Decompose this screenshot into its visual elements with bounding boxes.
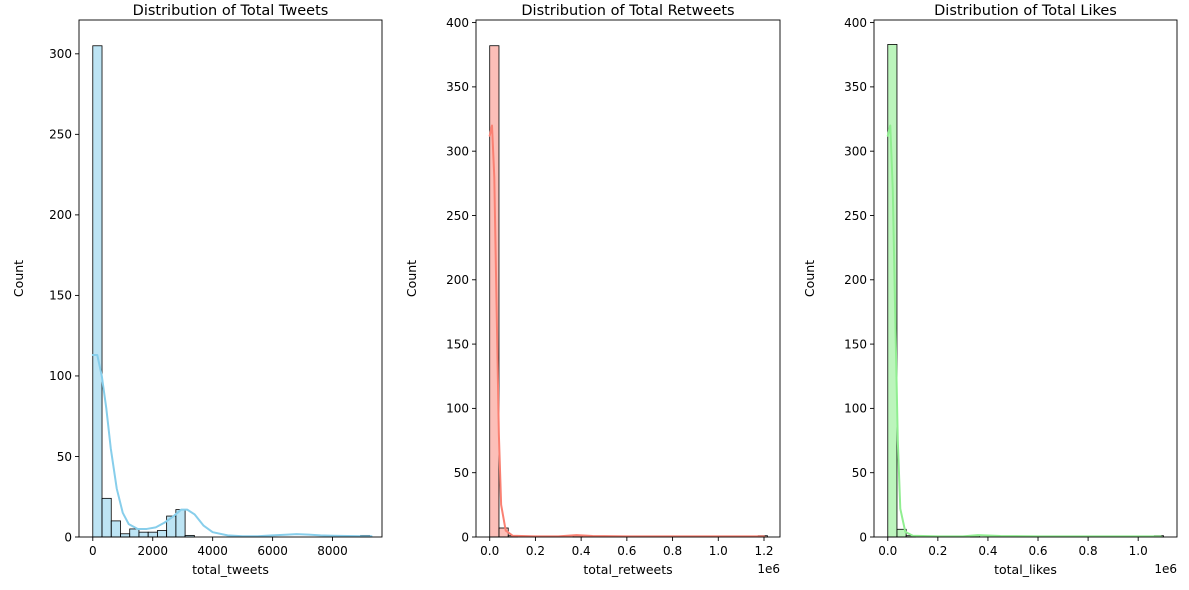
y-tick-label: 50 bbox=[454, 466, 469, 480]
y-tick-label: 250 bbox=[844, 209, 867, 223]
x-tick-label: 6000 bbox=[257, 544, 288, 558]
x-tick-label: 8000 bbox=[317, 544, 348, 558]
y-tick-label: 300 bbox=[844, 144, 867, 158]
y-tick-label: 200 bbox=[446, 273, 469, 287]
y-tick-label: 150 bbox=[49, 289, 72, 303]
x-tick-label: 0.6 bbox=[1028, 544, 1047, 558]
x-tick-label: 0.2 bbox=[526, 544, 545, 558]
y-tick-label: 0 bbox=[859, 530, 867, 544]
x-tick-label: 0.2 bbox=[928, 544, 947, 558]
x-tick-label: 0.6 bbox=[617, 544, 636, 558]
chart-panel-2: 0.0 0.2 0.4 0.6 0.8 1.0 1.2 0 50 100 150 200 250 300 3… bbox=[404, 3, 781, 577]
y-axis-label: Count bbox=[404, 260, 419, 297]
y-tick-label: 100 bbox=[49, 369, 72, 383]
histogram-bar bbox=[120, 533, 131, 538]
histogram-bar bbox=[157, 530, 168, 538]
y-tick-label: 300 bbox=[49, 47, 72, 61]
plot-frame bbox=[78, 19, 383, 538]
histogram-bar bbox=[92, 45, 103, 538]
x-offset-label: 1e6 bbox=[1154, 562, 1177, 576]
y-tick-label: 350 bbox=[446, 80, 469, 94]
y-axis-label: Count bbox=[802, 260, 817, 297]
x-tick-label: 0.0 bbox=[480, 544, 499, 558]
histogram-bar bbox=[147, 531, 158, 538]
y-tick-label: 150 bbox=[844, 337, 867, 351]
histogram-bar bbox=[110, 520, 121, 538]
x-tick-label: 1.2 bbox=[754, 544, 773, 558]
y-tick-label: 0 bbox=[461, 530, 469, 544]
x-axis-label: total_likes bbox=[994, 562, 1057, 577]
y-tick-label: 200 bbox=[49, 208, 72, 222]
x-tick-label: 0.4 bbox=[978, 544, 997, 558]
kde-line bbox=[488, 124, 765, 538]
x-axis-label: total_retweets bbox=[583, 562, 672, 577]
y-tick-label: 150 bbox=[446, 337, 469, 351]
y-tick-label: 200 bbox=[844, 273, 867, 287]
chart-title: Distribution of Total Retweets bbox=[521, 3, 734, 19]
y-tick-label: 250 bbox=[446, 209, 469, 223]
histogram-bar bbox=[101, 497, 112, 538]
plot-frame bbox=[873, 19, 1178, 538]
histogram-bar bbox=[129, 528, 140, 538]
x-tick-label: 2000 bbox=[137, 544, 168, 558]
chart-title: Distribution of Total Tweets bbox=[133, 3, 329, 19]
kde-line bbox=[886, 124, 1162, 538]
x-tick-label: 4000 bbox=[197, 544, 228, 558]
x-tick-label: 0 bbox=[89, 544, 97, 558]
x-tick-label: 0.8 bbox=[1079, 544, 1098, 558]
chart-panel-3: 0.0 0.2 0.4 0.6 0.8 1.0 0 50 100 150 200 250 300 350 4… bbox=[802, 3, 1178, 577]
histogram-bar bbox=[138, 531, 149, 538]
x-axis-label: total_tweets bbox=[192, 562, 269, 577]
y-tick-label: 350 bbox=[844, 80, 867, 94]
y-tick-label: 50 bbox=[852, 466, 867, 480]
plot-frame bbox=[475, 19, 781, 538]
y-tick-label: 0 bbox=[64, 530, 72, 544]
x-tick-label: 0.0 bbox=[878, 544, 897, 558]
y-tick-label: 250 bbox=[49, 128, 72, 142]
y-tick-label: 100 bbox=[446, 402, 469, 416]
y-tick-label: 400 bbox=[844, 16, 867, 30]
x-tick-label: 1.0 bbox=[709, 544, 728, 558]
x-tick-label: 0.4 bbox=[572, 544, 591, 558]
x-tick-label: 0.8 bbox=[663, 544, 682, 558]
y-tick-label: 100 bbox=[844, 402, 867, 416]
y-tick-label: 400 bbox=[446, 16, 469, 30]
y-axis-label: Count bbox=[11, 260, 26, 297]
x-offset-label: 1e6 bbox=[757, 562, 780, 576]
histogram-bar bbox=[489, 45, 500, 538]
chart-panel-1: 0 2000 4000 6000 8000 0 50 100 150 200 250 300 Distr… bbox=[11, 3, 383, 577]
y-tick-label: 50 bbox=[57, 450, 72, 464]
kde-line bbox=[91, 354, 373, 538]
x-tick-label: 1.0 bbox=[1129, 544, 1148, 558]
chart-title: Distribution of Total Likes bbox=[934, 3, 1117, 19]
y-tick-label: 300 bbox=[446, 144, 469, 158]
